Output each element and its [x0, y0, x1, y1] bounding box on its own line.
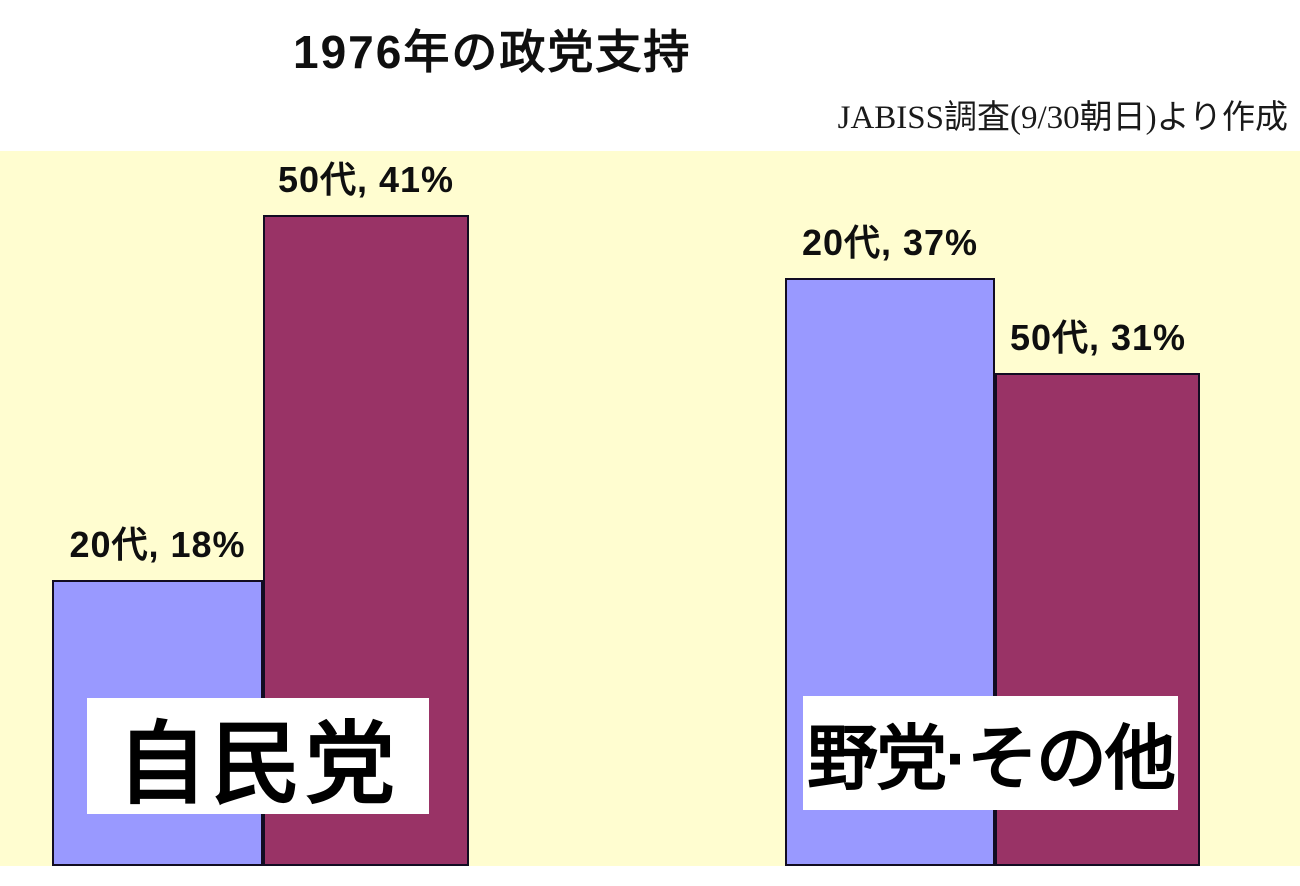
chart-title: 1976年の政党支持 — [293, 26, 692, 78]
plot-area: 20代, 18% 50代, 41% 20代, 37% 50代, 31% 自民党 … — [0, 151, 1300, 866]
bar-value-label-ldp-50s: 50代, 41% — [277, 158, 455, 200]
category-label-ldp: 自民党 — [87, 698, 429, 815]
bar-value-label-opposition-20s: 20代, 37% — [801, 222, 979, 264]
chart-source-note: JABISS調査(9/30朝日)より作成 — [837, 100, 1288, 136]
category-label-opposition: 野党·その他 — [803, 696, 1178, 810]
bar-value-label-ldp-20s: 20代, 18% — [69, 524, 246, 565]
bar-value-label-opposition-50s: 50代, 31% — [1009, 317, 1187, 359]
